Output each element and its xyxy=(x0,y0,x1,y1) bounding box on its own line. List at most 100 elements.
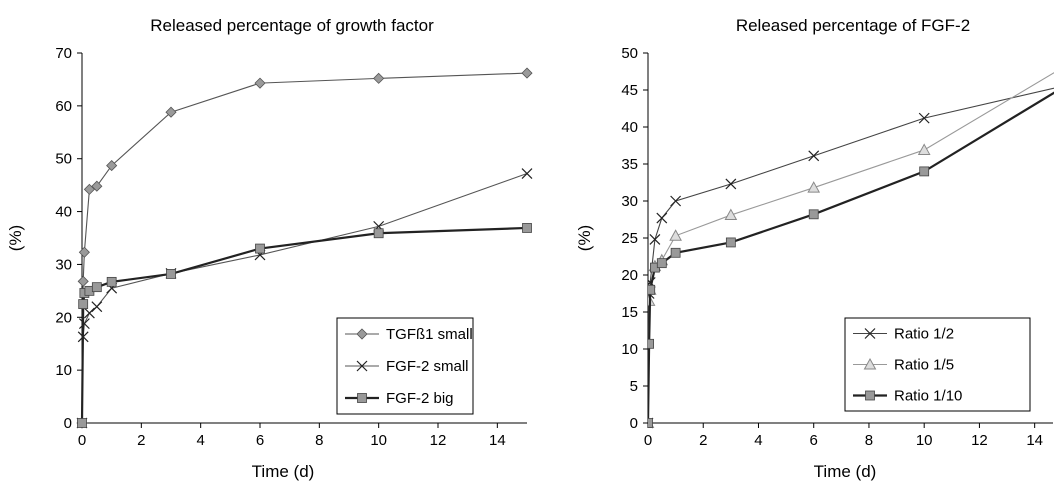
y-tick-label: 20 xyxy=(621,267,638,284)
data-point xyxy=(91,282,102,293)
y-tick-label: 40 xyxy=(55,204,72,221)
legend-marker xyxy=(864,328,876,339)
data-point xyxy=(522,223,532,233)
legend-item: Ratio 1/10 xyxy=(853,388,962,405)
series-3 xyxy=(77,223,532,428)
data-point xyxy=(919,166,930,177)
data-point xyxy=(648,284,656,295)
data-point xyxy=(83,307,95,319)
legend-marker xyxy=(863,357,877,370)
x-tick-label: 6 xyxy=(810,432,818,449)
x-tick-label: 0 xyxy=(78,432,86,449)
data-point xyxy=(91,180,103,192)
data-point xyxy=(166,269,176,279)
y-axis-label: (%) xyxy=(575,225,594,251)
data-point xyxy=(78,299,89,309)
data-point xyxy=(521,67,533,79)
series-3 xyxy=(648,91,1054,428)
legend-label: Ratio 1/2 xyxy=(894,326,954,343)
data-point xyxy=(669,229,682,241)
data-point xyxy=(656,212,668,224)
data-point xyxy=(649,234,661,245)
y-axis-label: (%) xyxy=(6,225,25,251)
data-point xyxy=(373,72,385,84)
x-tick-label: 2 xyxy=(137,432,145,449)
chart-fgf2: Released percentage of FGF-2 Time (d) (%… xyxy=(575,16,1054,481)
chart-growth-factor: Released percentage of growth factor Tim… xyxy=(6,16,533,481)
data-point xyxy=(808,209,819,220)
legend-item: Ratio 1/2 xyxy=(853,326,954,343)
legend-label: FGF-2 big xyxy=(386,390,454,407)
data-point xyxy=(106,276,117,287)
data-point xyxy=(77,275,89,287)
legend-marker xyxy=(865,390,875,401)
x-axis-label: Time (d) xyxy=(814,462,877,481)
legend-marker xyxy=(356,360,368,372)
y-tick-label: 40 xyxy=(621,119,638,136)
legend-item: Ratio 1/5 xyxy=(853,357,954,374)
data-point xyxy=(373,228,384,239)
data-point xyxy=(918,112,930,124)
series-line xyxy=(80,226,528,424)
data-point xyxy=(670,247,681,258)
legend-label: Ratio 1/5 xyxy=(894,357,954,374)
data-point xyxy=(724,208,738,221)
data-point xyxy=(165,106,177,118)
series-line xyxy=(648,91,1054,424)
data-point xyxy=(78,318,90,330)
y-tick-label: 10 xyxy=(55,362,72,379)
series-line xyxy=(81,72,528,424)
series-layer xyxy=(648,72,1054,429)
x-tick-label: 8 xyxy=(315,432,323,449)
legend-label: Ratio 1/10 xyxy=(894,388,962,405)
legend-label: FGF-2 small xyxy=(386,358,469,375)
data-point xyxy=(106,160,118,172)
data-point xyxy=(83,183,95,195)
y-tick-label: 35 xyxy=(621,156,638,173)
legend-item: FGF-2 small xyxy=(345,358,469,375)
x-tick-label: 6 xyxy=(256,432,264,449)
y-tick-label: 25 xyxy=(621,230,638,247)
y-tick-label: 30 xyxy=(55,256,72,273)
y-tick-label: 20 xyxy=(55,309,72,326)
y-tick-label: 0 xyxy=(64,415,72,432)
y-tick-label: 60 xyxy=(55,98,72,115)
data-point xyxy=(91,301,103,313)
legend-marker xyxy=(357,393,367,403)
y-tick-label: 30 xyxy=(621,193,638,210)
data-point xyxy=(521,168,533,179)
x-tick-label: 8 xyxy=(865,432,873,449)
legend: TGFß1 small FGF-2 small FGF-2 big xyxy=(336,317,474,415)
legend-item: TGFß1 small xyxy=(345,326,473,343)
y-tick-label: 50 xyxy=(621,45,638,62)
y-tick-label: 5 xyxy=(630,378,638,395)
x-axis-label: Time (d) xyxy=(252,462,315,481)
series-layer xyxy=(76,67,533,429)
legend-marker xyxy=(356,328,368,340)
y-tick-label: 15 xyxy=(621,304,638,321)
y-tick-label: 50 xyxy=(55,151,72,168)
y-tick-label: 10 xyxy=(621,341,638,358)
x-tick-label: 0 xyxy=(644,432,652,449)
x-tick-label: 14 xyxy=(1026,432,1043,449)
x-tick-label: 12 xyxy=(430,432,447,449)
data-point xyxy=(255,243,265,254)
x-tick-label: 4 xyxy=(754,432,762,449)
data-point xyxy=(648,338,655,349)
data-point xyxy=(808,150,820,162)
chart-title: Released percentage of FGF-2 xyxy=(736,16,970,35)
x-tick-label: 14 xyxy=(489,432,506,449)
data-point xyxy=(725,178,737,190)
data-point xyxy=(917,143,931,155)
data-point xyxy=(725,237,736,248)
data-point xyxy=(807,181,821,193)
x-tick-label: 12 xyxy=(971,432,988,449)
data-point xyxy=(77,418,87,428)
x-tick-label: 2 xyxy=(699,432,707,449)
data-point xyxy=(254,77,266,89)
legend-label: TGFß1 small xyxy=(386,326,473,343)
data-point xyxy=(78,246,90,258)
data-point xyxy=(648,418,653,428)
x-tick-label: 10 xyxy=(370,432,387,449)
